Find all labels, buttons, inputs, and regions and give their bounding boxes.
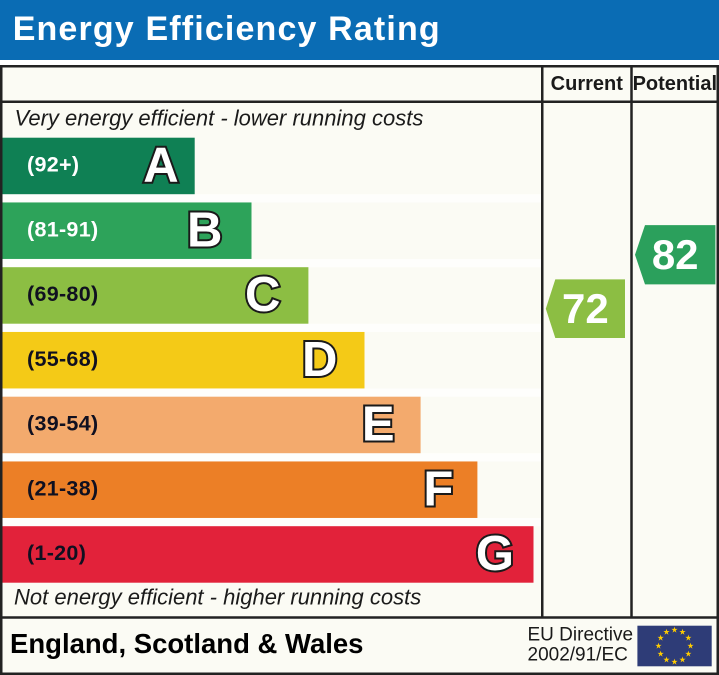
svg-text:72: 72 [562,285,609,332]
svg-text:G: G [476,527,514,581]
svg-text:A: A [143,139,178,193]
svg-text:(92+): (92+) [27,153,79,177]
svg-text:Energy Efficiency Rating: Energy Efficiency Rating [13,10,441,48]
svg-text:(55-68): (55-68) [27,347,98,371]
svg-text:E: E [362,398,395,452]
svg-text:England, Scotland & Wales: England, Scotland & Wales [10,628,363,659]
svg-text:Current: Current [551,73,624,95]
svg-text:B: B [187,203,222,257]
svg-text:(21-38): (21-38) [27,476,98,500]
svg-text:Very energy efficient - lower: Very energy efficient - lower running co… [15,106,424,131]
svg-text:(69-80): (69-80) [27,282,98,306]
svg-text:(39-54): (39-54) [27,412,98,436]
svg-text:(81-91): (81-91) [27,217,98,241]
svg-text:EU Directive: EU Directive [528,625,634,646]
svg-text:Potential: Potential [633,73,717,95]
svg-text:D: D [302,333,337,387]
svg-text:82: 82 [652,231,699,278]
svg-text:(1-20): (1-20) [27,541,86,565]
svg-text:F: F [423,462,453,516]
svg-text:C: C [245,268,280,322]
svg-text:Not energy efficient - higher: Not energy efficient - higher running co… [14,585,421,610]
svg-text:2002/91/EC: 2002/91/EC [528,644,628,665]
